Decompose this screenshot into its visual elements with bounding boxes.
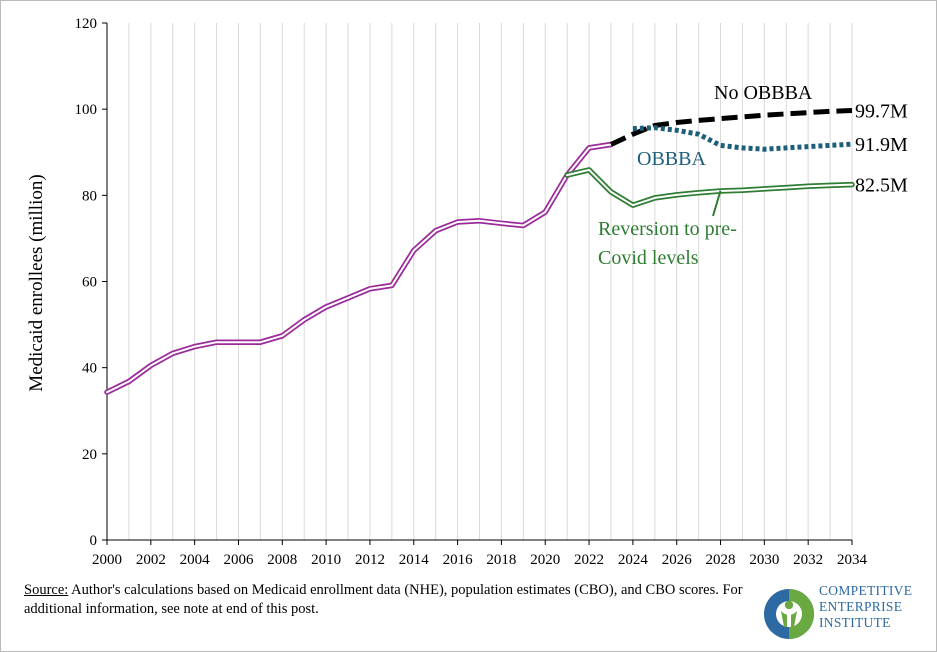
x-tick-label: 2026 bbox=[662, 552, 693, 568]
x-tick-label: 2032 bbox=[793, 552, 823, 568]
series-line-inner-reversion bbox=[566, 168, 853, 207]
x-tick-label: 2012 bbox=[355, 552, 385, 568]
series-line-reversion bbox=[564, 167, 855, 208]
y-tick-label: 60 bbox=[82, 275, 97, 291]
cei-logo: COMPETITIVE ENTERPRISE INSTITUTE bbox=[761, 579, 931, 649]
logo-line-2: ENTERPRISE bbox=[819, 599, 903, 614]
y-tick-label: 120 bbox=[75, 16, 98, 32]
annotation-reversion-line-2: Covid levels bbox=[598, 247, 699, 269]
end-label-reversion: 82.5M bbox=[855, 175, 908, 197]
series-no_obbba bbox=[609, 108, 853, 147]
series-historical bbox=[104, 141, 614, 395]
logo-line-3: INSTITUTE bbox=[819, 615, 891, 630]
axes: 0 20 40 60 80 100 120 2000 2002 2004 2006 2008 2010 2… bbox=[75, 16, 868, 568]
y-tick-label: 80 bbox=[82, 188, 97, 204]
end-label-obbba: 91.9M bbox=[855, 134, 908, 156]
y-axis-label: Medicaid enrollees (million) bbox=[26, 174, 47, 391]
chart-labels: 99.7M 91.9M 82.5M No OBBBA OBBBA Reversion to… bbox=[598, 82, 908, 269]
x-tick-label: 2000 bbox=[92, 552, 122, 568]
x-tick-label: 2010 bbox=[311, 552, 341, 568]
x-tick-label: 2034 bbox=[837, 552, 868, 568]
x-tick-label: 2028 bbox=[706, 552, 736, 568]
annotation-obbba-line-1: OBBBA bbox=[637, 148, 706, 170]
source-text: Author's calculations based on Medicaid … bbox=[24, 582, 743, 617]
x-tick-label: 2030 bbox=[749, 552, 779, 568]
x-tick-label: 2006 bbox=[223, 552, 254, 568]
x-tick-label: 2002 bbox=[136, 552, 166, 568]
x-tick-label: 2008 bbox=[267, 552, 297, 568]
x-tick-label: 2018 bbox=[486, 552, 516, 568]
x-tick-label: 2024 bbox=[618, 552, 649, 568]
annotation-leader-line bbox=[712, 190, 722, 217]
x-tick-label: 2014 bbox=[399, 552, 430, 568]
series-reversion bbox=[564, 167, 855, 208]
y-tick-label: 0 bbox=[90, 533, 98, 549]
series-lines bbox=[104, 108, 855, 395]
logo-line-1: COMPETITIVE bbox=[819, 583, 913, 598]
source-note: Source: Author's calculations based on M… bbox=[24, 581, 754, 619]
series-line-historical bbox=[104, 141, 614, 395]
y-tick-label: 40 bbox=[82, 361, 97, 377]
cei-emblem-icon bbox=[764, 589, 814, 639]
series-obbba bbox=[632, 125, 853, 152]
y-tick-label: 100 bbox=[75, 102, 98, 118]
annotation-no_obbba-line-1: No OBBBA bbox=[714, 82, 813, 104]
series-line-inner-historical bbox=[106, 143, 612, 394]
series-line-obbba bbox=[632, 125, 853, 152]
x-tick-label: 2016 bbox=[443, 552, 474, 568]
x-tick-label: 2022 bbox=[574, 552, 604, 568]
annotation-reversion-line-1: Reversion to pre- bbox=[598, 218, 737, 240]
source-label: Source: bbox=[24, 582, 69, 598]
y-tick-label: 20 bbox=[82, 447, 97, 463]
cei-logo-text: COMPETITIVE ENTERPRISE INSTITUTE bbox=[819, 583, 912, 631]
x-tick-label: 2020 bbox=[530, 552, 560, 568]
x-tick-label: 2004 bbox=[180, 552, 211, 568]
end-label-no_obbba: 99.7M bbox=[855, 100, 908, 122]
series-line-no_obbba bbox=[609, 108, 853, 147]
